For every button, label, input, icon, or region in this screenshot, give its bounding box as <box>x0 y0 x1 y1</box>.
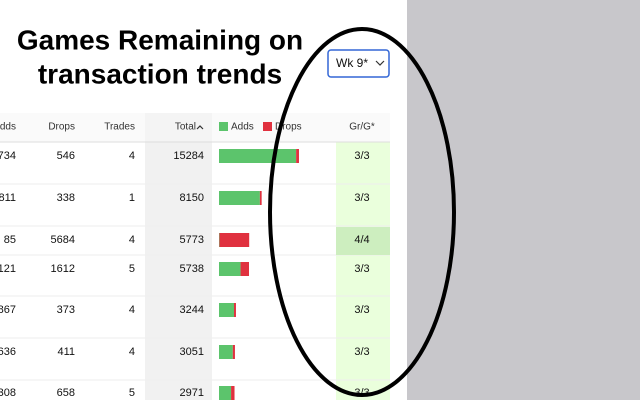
games-cell: 4/4 <box>354 234 369 246</box>
drops-cell: 5684 <box>51 234 75 246</box>
total-cell: 5773 <box>180 234 204 246</box>
select-text[interactable]: Wk 9* <box>336 56 368 70</box>
games-column-bg <box>336 142 390 400</box>
games-cell: 3/3 <box>354 346 369 358</box>
adds-bar <box>219 191 260 205</box>
drops-cell: 373 <box>57 304 75 316</box>
side-panel <box>407 0 640 400</box>
games-cell: 3/3 <box>354 304 369 316</box>
drops-bar <box>296 149 299 163</box>
trades-cell: 4 <box>129 150 135 162</box>
games-cell: 3/3 <box>354 192 369 204</box>
column-header: Total <box>175 122 196 133</box>
adds-bar <box>219 149 297 163</box>
column-header: Drops <box>48 122 75 133</box>
column-header: Adds <box>0 122 16 133</box>
legend-swatch <box>219 122 228 131</box>
drops-cell: 1612 <box>51 263 75 275</box>
chevron <box>375 60 385 66</box>
total-cell: 3244 <box>180 304 204 316</box>
adds-cell: 85 <box>4 234 16 246</box>
adds-cell: 14734 <box>0 150 16 162</box>
legend-label: Drops <box>275 122 302 133</box>
drops-bar <box>259 191 262 205</box>
drops-cell: 411 <box>57 346 75 358</box>
legend-swatch <box>263 122 272 131</box>
week-select[interactable]: Wk 9* <box>327 49 390 78</box>
legend-label: Adds <box>231 122 254 133</box>
drops-bar <box>232 345 235 359</box>
column-header: Gr/G* <box>349 122 375 133</box>
trades-cell: 4 <box>129 234 135 246</box>
games-highlight <box>336 227 390 255</box>
sort-caret <box>196 125 204 130</box>
total-cell: 2971 <box>180 387 204 399</box>
total-column-bg <box>145 113 212 400</box>
total-cell: 8150 <box>180 192 204 204</box>
trades-cell: 5 <box>129 387 135 399</box>
drops-bar <box>240 262 250 276</box>
trades-cell: 5 <box>129 263 135 275</box>
drops-bar <box>231 386 235 400</box>
games-cell: 3/3 <box>354 263 369 275</box>
title-line: transaction trends <box>38 58 282 89</box>
adds-cell: 2867 <box>0 304 16 316</box>
drops-bar <box>234 303 236 317</box>
adds-cell: 7811 <box>0 192 16 204</box>
adds-cell: 2636 <box>0 346 16 358</box>
trades-cell: 1 <box>129 192 135 204</box>
games-cell: 3/3 <box>354 150 369 162</box>
total-cell: 5738 <box>180 263 204 275</box>
adds-bar <box>219 303 235 317</box>
table: Adds Drops Trades Total Gr/G* Adds Drops 14734 5… <box>0 122 390 400</box>
adds-bar <box>219 345 233 359</box>
adds-cell: 2308 <box>0 387 16 399</box>
adds-bar <box>219 386 232 400</box>
drops-bar <box>219 233 250 247</box>
drops-cell: 546 <box>57 150 75 162</box>
header-row-bg <box>0 113 390 142</box>
annotation-ellipse <box>268 27 456 397</box>
trades-cell: 4 <box>129 346 135 358</box>
drops-cell: 338 <box>57 192 75 204</box>
total-cell: 3051 <box>180 346 204 358</box>
total-cell: 15284 <box>173 150 204 162</box>
title-line: Games Remaining on <box>17 24 303 55</box>
select-box[interactable] <box>327 49 390 78</box>
drops-cell: 658 <box>57 387 75 399</box>
trades-cell: 4 <box>129 304 135 316</box>
column-header: Trades <box>104 122 135 133</box>
adds-bar <box>219 262 241 276</box>
